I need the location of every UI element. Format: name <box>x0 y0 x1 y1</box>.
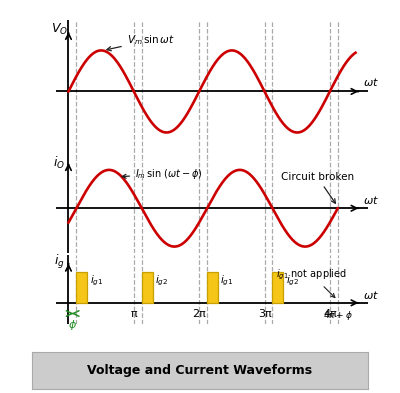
Text: $4\pi+\phi$: $4\pi+\phi$ <box>323 309 353 322</box>
Text: $\omega t$: $\omega t$ <box>363 289 379 301</box>
Text: 2π: 2π <box>192 309 206 319</box>
Bar <box>142 272 152 303</box>
Text: $i_{g2}$: $i_{g2}$ <box>286 274 299 288</box>
Text: $\phi$: $\phi$ <box>68 318 77 332</box>
Text: 3π: 3π <box>258 309 271 319</box>
Text: $i_g$: $i_g$ <box>54 253 64 271</box>
Text: $i_{g1}$: $i_{g1}$ <box>220 274 234 288</box>
Text: $V_m\,\sin\omega t$: $V_m\,\sin\omega t$ <box>107 33 174 51</box>
Text: $\omega t$: $\omega t$ <box>363 194 379 206</box>
Bar <box>76 272 87 303</box>
Text: Voltage and Current Waveforms: Voltage and Current Waveforms <box>88 364 312 377</box>
Text: $V_O$: $V_O$ <box>50 22 68 37</box>
Text: π: π <box>130 309 137 319</box>
Text: $i_{g2}$: $i_{g2}$ <box>155 274 168 288</box>
Text: $\omega t$: $\omega t$ <box>363 76 379 88</box>
Text: $i_O$: $i_O$ <box>53 155 65 171</box>
Text: $I_m\,\sin\,(\omega t-\phi)$: $I_m\,\sin\,(\omega t-\phi)$ <box>122 167 203 181</box>
Bar <box>207 272 218 303</box>
Text: 4π: 4π <box>323 309 337 319</box>
Bar <box>272 272 283 303</box>
Text: $i_{g1}$ not applied: $i_{g1}$ not applied <box>276 268 347 298</box>
Text: $i_{g1}$: $i_{g1}$ <box>90 274 103 288</box>
Text: Circuit broken: Circuit broken <box>281 172 354 203</box>
